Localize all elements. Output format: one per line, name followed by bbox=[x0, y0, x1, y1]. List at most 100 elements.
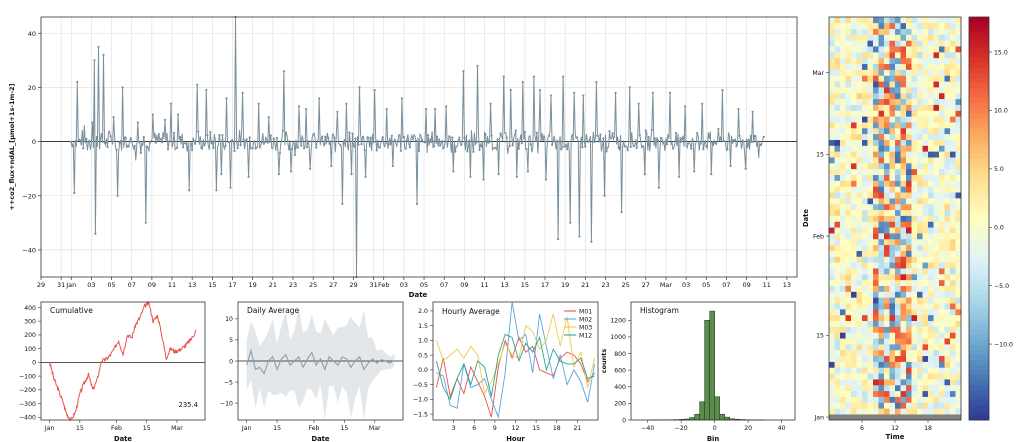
flux-point bbox=[705, 145, 708, 148]
heatmap-cell bbox=[867, 227, 874, 234]
heatmap-cell bbox=[922, 390, 929, 397]
heatmap-cell bbox=[922, 215, 929, 222]
flux-point bbox=[327, 136, 330, 139]
heatmap-cell bbox=[834, 221, 841, 228]
heatmap-cell bbox=[939, 22, 945, 29]
heatmap-cell bbox=[950, 355, 956, 362]
y-axis-label: counts bbox=[600, 349, 608, 374]
flux-point bbox=[638, 134, 641, 137]
heatmap-cell bbox=[862, 320, 868, 327]
colorbar-segment bbox=[969, 384, 989, 391]
heatmap-cell bbox=[895, 361, 901, 368]
flux-point bbox=[575, 136, 578, 139]
heatmap-cell bbox=[834, 209, 841, 216]
flux-point bbox=[144, 221, 147, 224]
flux-point bbox=[720, 138, 723, 141]
heatmap-cell bbox=[873, 279, 879, 286]
heatmap-cell bbox=[834, 92, 841, 100]
flux-point bbox=[590, 240, 593, 243]
colorbar-segment bbox=[969, 213, 989, 219]
flux-point bbox=[260, 141, 263, 144]
heatmap-cell bbox=[834, 338, 841, 345]
heatmap-cell bbox=[873, 396, 879, 403]
heatmap-cell bbox=[917, 40, 923, 47]
heatmap-cell bbox=[911, 273, 918, 281]
x-tick-label: 03 bbox=[682, 281, 690, 289]
heatmap-cell bbox=[851, 268, 857, 275]
heatmap-cell bbox=[840, 349, 846, 357]
legend-label: M02 bbox=[579, 317, 592, 324]
heatmap-cell bbox=[944, 174, 951, 181]
colorbar-segment bbox=[969, 364, 989, 371]
colorbar-segment bbox=[969, 62, 989, 68]
heatmap-cell bbox=[939, 238, 945, 246]
colorbar-segment bbox=[969, 137, 989, 144]
heatmap-cell bbox=[851, 209, 857, 216]
heatmap-cell bbox=[862, 98, 868, 105]
heatmap-cell bbox=[862, 116, 868, 123]
daily-spread-band bbox=[246, 306, 395, 420]
heatmap-cell bbox=[867, 326, 874, 333]
heatmap-cell bbox=[851, 384, 857, 392]
heatmap-cell bbox=[950, 250, 956, 257]
heatmap-cell bbox=[939, 349, 945, 357]
x-tick-label: 19 bbox=[561, 281, 569, 289]
heatmap-cell bbox=[867, 209, 874, 216]
heatmap-cell bbox=[873, 139, 879, 146]
heatmap-cell bbox=[939, 390, 945, 397]
heatmap-cell bbox=[917, 297, 923, 304]
daily-average-line bbox=[246, 348, 395, 375]
flux-point bbox=[93, 59, 96, 62]
flux-point bbox=[176, 146, 179, 149]
heatmap-cell bbox=[840, 402, 846, 409]
heatmap-cell bbox=[906, 127, 912, 135]
heatmap-cell bbox=[928, 221, 934, 228]
heatmap-cell bbox=[906, 69, 912, 76]
heatmap-cell bbox=[955, 402, 962, 409]
heatmap-cell bbox=[851, 63, 857, 70]
heatmap-cell bbox=[889, 373, 896, 380]
flux-point bbox=[269, 134, 272, 137]
flux-point bbox=[620, 210, 623, 214]
heatmap-cell bbox=[856, 57, 863, 65]
heatmap-cell bbox=[856, 414, 863, 421]
heatmap-cell bbox=[928, 297, 934, 304]
x-tick-label: 15 bbox=[521, 281, 529, 289]
flux-point bbox=[275, 136, 278, 140]
heatmap-cell bbox=[862, 168, 868, 175]
heatmap-cell bbox=[862, 69, 868, 76]
heatmap-cell bbox=[922, 273, 929, 281]
heatmap-cell bbox=[834, 98, 841, 105]
heatmap-cell bbox=[922, 57, 929, 65]
heatmap-cell bbox=[955, 309, 962, 316]
flux-point bbox=[405, 139, 408, 142]
heatmap-cell bbox=[944, 192, 951, 199]
heatmap-cell bbox=[862, 40, 868, 47]
heatmap-cell bbox=[917, 314, 923, 322]
flux-point bbox=[402, 135, 405, 139]
heatmap-cell bbox=[834, 238, 841, 246]
heatmap-cell bbox=[939, 373, 945, 380]
heatmap-cell bbox=[900, 379, 907, 386]
flux-point bbox=[278, 151, 281, 155]
heatmap-cell bbox=[928, 227, 934, 234]
heatmap-cell bbox=[917, 157, 923, 164]
panel-title: Histogram bbox=[640, 306, 679, 315]
heatmap-cell bbox=[928, 127, 934, 135]
heatmap-cell bbox=[895, 174, 901, 181]
flux-point bbox=[674, 131, 678, 135]
heatmap-cell bbox=[829, 174, 835, 181]
heatmap-cell bbox=[895, 145, 901, 152]
flux-point bbox=[163, 118, 167, 121]
heatmap-cell bbox=[873, 133, 879, 140]
x-tick-label: 03 bbox=[87, 281, 95, 289]
flux-point bbox=[215, 189, 218, 192]
x-tick-label: 23 bbox=[289, 281, 297, 289]
x-tick-label: 17 bbox=[228, 281, 236, 289]
heatmap-cell bbox=[856, 367, 863, 374]
heatmap-cell bbox=[895, 291, 901, 298]
heatmap-cell bbox=[834, 203, 841, 211]
heatmap-cell bbox=[862, 22, 868, 29]
heatmap-cell bbox=[840, 303, 846, 310]
flux-point bbox=[566, 148, 569, 151]
